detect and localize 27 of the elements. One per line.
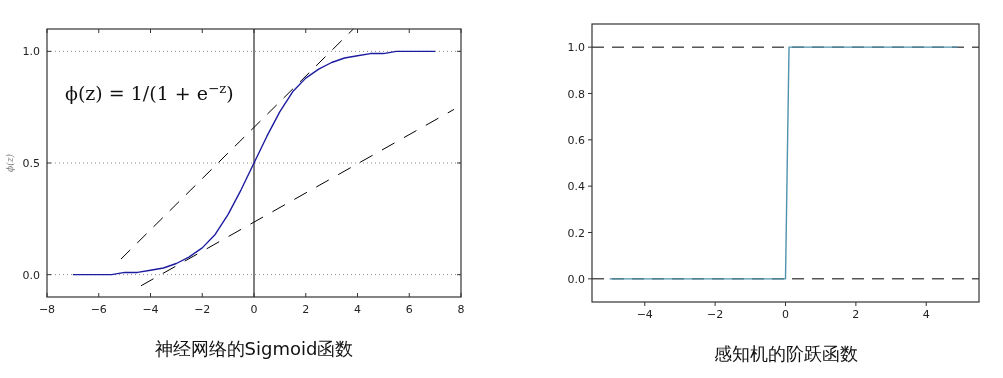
- y-tick-label: 0.5: [22, 157, 40, 170]
- x-tick-label: 0: [250, 303, 258, 316]
- text: 神经网络的Sigmoid函数: [154, 338, 354, 359]
- y-tick-label: 0.8: [567, 87, 585, 101]
- x-tick-label: 0: [782, 308, 789, 321]
- y-tick-label: 0.0: [567, 272, 585, 286]
- x-tick-label: −2: [194, 303, 211, 316]
- x-tick-label: −2: [707, 308, 724, 321]
- y-tick-label: 0.0: [22, 268, 40, 282]
- text: 感知机的阶跃函数: [713, 343, 858, 364]
- x-tick-label: 4: [354, 303, 361, 316]
- y-axis-title: ϕ(z): [5, 153, 15, 172]
- y-tick-label: 1.0: [22, 45, 40, 59]
- y-tick-label: 0.4: [567, 180, 585, 194]
- x-tick-label: −8: [38, 303, 56, 316]
- x-tick-label: −4: [142, 303, 159, 316]
- x-tick-label: 2: [852, 308, 860, 321]
- annotation: ϕ(z) = 1/(1 + e$^{−z}$): [65, 80, 234, 104]
- x-tick-label: −4: [636, 308, 653, 321]
- x-tick-label: −6: [90, 303, 107, 316]
- x-tick-label: 4: [922, 308, 930, 321]
- x-tick-label: 2: [302, 303, 310, 316]
- x-tick-label: 8: [457, 303, 465, 316]
- y-tick-label: 0.2: [567, 226, 585, 240]
- y-tick-label: 0.6: [567, 133, 585, 147]
- y-tick-label: 1.0: [567, 41, 585, 55]
- x-tick-label: 6: [405, 303, 413, 316]
